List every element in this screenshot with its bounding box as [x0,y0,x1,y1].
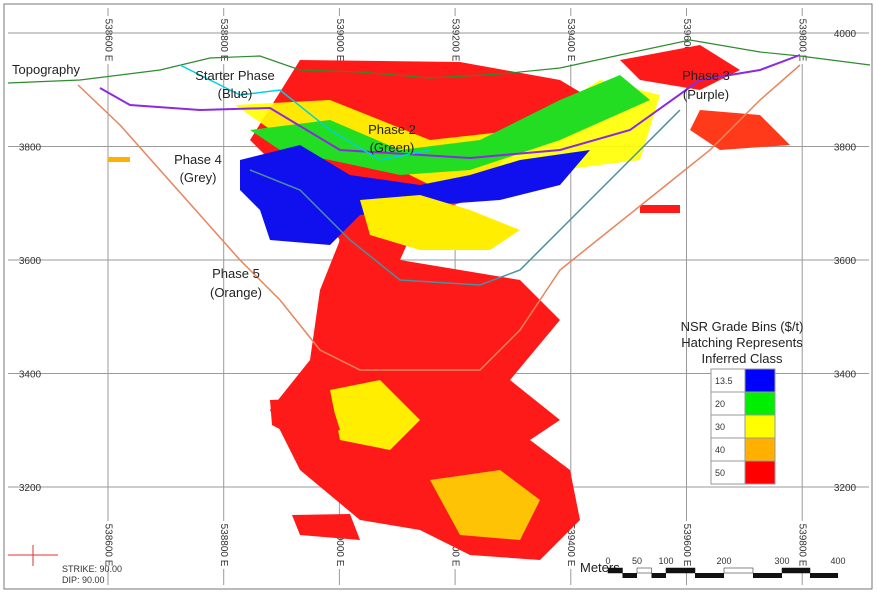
scale-segment [665,567,696,574]
grade-40 [108,157,130,162]
grade-13 [240,145,590,245]
elevation-label: 3600 [19,256,42,267]
scale-segment [622,573,637,578]
scale-segment [810,573,838,578]
phase-label: (Orange) [210,285,262,300]
scale-tick: 300 [774,556,789,566]
legend-label: 40 [715,445,725,455]
legend-swatch [744,460,776,485]
label-bg [796,16,809,64]
easting-label: 539200 E [449,19,460,62]
label-bg [680,521,693,569]
easting-label: 538800 E [218,524,229,567]
legend-title: NSR Grade Bins ($/t) [681,319,804,334]
scale-tick: 100 [658,556,673,566]
phase-label: (Grey) [180,170,217,185]
easting-label: 539000 E [334,19,345,62]
legend-swatch [744,437,776,462]
dip-label: DIP: 90.00 [62,575,105,585]
easting-label: 539400 E [565,524,576,567]
phase5-outline [77,64,801,371]
phase-label: Phase 5 [212,266,260,281]
label-bg [564,16,577,64]
legend-swatch [744,391,776,416]
easting-label: 539800 E [797,19,808,62]
legend-title: Inferred Class [702,351,783,366]
label-bg [564,521,577,569]
legend-label: 50 [715,468,725,478]
elevation-label: 3600 [834,256,857,267]
scale-segment [636,567,652,574]
phase-label: Starter Phase [195,68,275,83]
scale-segment [723,567,754,574]
elevation-label: 3400 [19,370,42,381]
phase4-outline [249,109,681,286]
phase-label: Phase 3 [682,68,730,83]
label-bg [102,16,114,64]
scale-tick: 50 [632,556,642,566]
easting-label: 538800 E [218,19,229,62]
scale-tick: 200 [716,556,731,566]
label-bg [102,521,114,569]
scale-tick: 0 [605,556,610,566]
label-bg [217,16,230,64]
strike-label: STRIKE: 90.00 [62,564,122,574]
phase3-outline [99,54,801,160]
phase-label: (Blue) [218,86,253,101]
elevation-label: 3800 [19,143,42,154]
elevation-label: 3200 [19,483,42,494]
elevation-label: 4000 [834,29,857,40]
elevation-label: 3200 [834,483,857,494]
scale-segment [651,573,666,578]
easting-label: 539000 E [334,524,345,567]
easting-label: 539600 E [681,19,692,62]
legend: NSR Grade Bins ($/t)Hatching RepresentsI… [681,319,804,485]
phase-labels: Topography Starter Phase (Blue) Phase 2 … [12,62,730,300]
scale-tick: 400 [830,556,845,566]
legend-label: 13.5 [715,376,733,386]
grade-50 [292,514,360,540]
scale-segment [781,567,811,574]
scale-segment [753,573,782,578]
topography-label: Topography [12,62,80,77]
scale-segment [695,573,724,578]
easting-label: 538600 E [102,524,113,567]
easting-label: 538600 E [102,19,113,62]
topography-line [7,39,871,84]
grade-30 [330,380,420,450]
elevation-label: 3800 [834,143,857,154]
legend-label: 20 [715,399,725,409]
easting-label: 539800 E [797,524,808,567]
scale-segment [607,567,623,574]
grade-50 [690,110,790,150]
legend-title: Hatching Represents [681,335,803,350]
elevation-label: 3400 [834,370,857,381]
orientation: STRIKE: 90.00 DIP: 90.00 [8,545,122,585]
easting-label: 539600 E [681,524,692,567]
label-bg [796,521,809,569]
label-bg [449,16,462,64]
phase-label: (Purple) [683,87,729,102]
grade-50 [270,398,340,440]
grade-30 [360,195,520,250]
phase-label: (Green) [370,140,415,155]
grade-50 [640,205,680,213]
grade-30 [430,470,540,540]
legend-label: 30 [715,422,725,432]
legend-swatch [744,368,776,393]
label-bg [333,16,346,64]
easting-label: 539400 E [565,19,576,62]
starter-outline [179,64,431,161]
phase-label: Phase 4 [174,152,222,167]
phase-label: Phase 2 [368,122,416,137]
legend-swatch [744,414,776,439]
pit-outlines [7,39,871,371]
label-bg [217,521,230,569]
